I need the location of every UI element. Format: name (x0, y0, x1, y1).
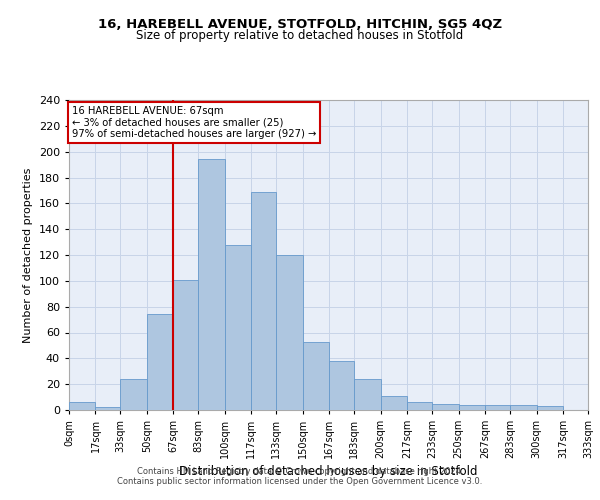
Text: Contains HM Land Registry data © Crown copyright and database right 2024.: Contains HM Land Registry data © Crown c… (137, 467, 463, 476)
Text: 16, HAREBELL AVENUE, STOTFOLD, HITCHIN, SG5 4QZ: 16, HAREBELL AVENUE, STOTFOLD, HITCHIN, … (98, 18, 502, 30)
Bar (485, 405, 510, 410)
Y-axis label: Number of detached properties: Number of detached properties (23, 168, 33, 342)
Text: Contains public sector information licensed under the Open Government Licence v3: Contains public sector information licen… (118, 477, 482, 486)
Bar (381, 396, 407, 410)
Bar (407, 402, 432, 410)
Bar (303, 342, 329, 410)
Bar (432, 404, 458, 410)
Bar (251, 192, 276, 410)
Bar (329, 361, 354, 410)
X-axis label: Distribution of detached houses by size in Stotfold: Distribution of detached houses by size … (179, 466, 478, 478)
Bar (354, 379, 381, 410)
Bar (95, 408, 121, 410)
Bar (121, 379, 147, 410)
Bar (69, 402, 95, 410)
Bar (199, 160, 225, 410)
Bar (147, 314, 173, 410)
Bar (173, 280, 199, 410)
Text: Size of property relative to detached houses in Stotfold: Size of property relative to detached ho… (136, 28, 464, 42)
Bar (225, 244, 251, 410)
Bar (458, 405, 485, 410)
Bar (510, 405, 536, 410)
Text: 16 HAREBELL AVENUE: 67sqm
← 3% of detached houses are smaller (25)
97% of semi-d: 16 HAREBELL AVENUE: 67sqm ← 3% of detach… (71, 106, 316, 140)
Bar (536, 406, 563, 410)
Bar (276, 255, 303, 410)
